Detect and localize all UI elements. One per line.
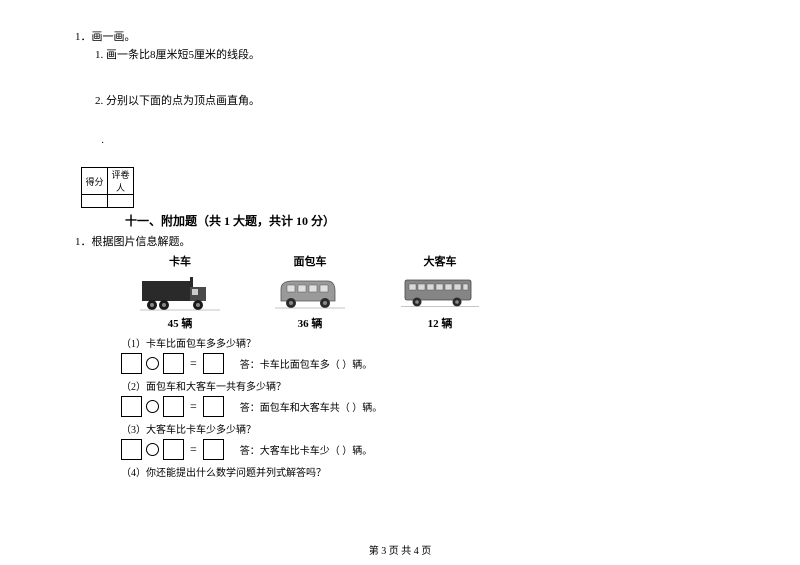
vehicle-image-row xyxy=(115,273,725,315)
bus-count: 12 辆 xyxy=(375,315,505,331)
answer-text-3: 答：大客车比卡车少（ ）辆。 xyxy=(240,442,373,457)
score-table: 得分 评卷人 xyxy=(81,167,134,208)
grader-label: 评卷人 xyxy=(108,168,134,195)
vertex-dot: · xyxy=(101,138,725,149)
operand-box xyxy=(121,396,142,417)
operand-box xyxy=(163,439,184,460)
operand-box xyxy=(163,396,184,417)
equation-row-1: = 答：卡车比面包车多（ ）辆。 xyxy=(121,353,725,374)
truck-name: 卡车 xyxy=(115,253,245,269)
question-2-intro: 1．根据图片信息解题。 xyxy=(75,233,725,249)
sub-question-3: （3）大客车比卡车少多少辆？ xyxy=(121,421,725,436)
answer-text-2: 答：面包车和大客车共（ ）辆。 xyxy=(240,399,383,414)
question-1-sub1: 1. 画一条比8厘米短5厘米的线段。 xyxy=(95,46,725,62)
operator-circle xyxy=(146,443,159,456)
section-header-row: 得分 评卷人 xyxy=(75,167,725,208)
truck-image xyxy=(115,273,245,315)
truck-count: 45 辆 xyxy=(115,315,245,331)
result-box xyxy=(203,353,224,374)
sub-question-1: （1）卡车比面包车多多少辆？ xyxy=(121,335,725,350)
sub-question-4: （4）你还能提出什么数学问题并列式解答吗？ xyxy=(121,464,725,479)
equals-sign: = xyxy=(190,442,197,457)
score-cell xyxy=(82,195,108,208)
operand-box xyxy=(163,353,184,374)
vehicle-name-row: 卡车 面包车 大客车 xyxy=(115,253,725,269)
section-title: 十一、附加题（共 1 大题，共计 10 分） xyxy=(125,212,725,229)
equals-sign: = xyxy=(190,399,197,414)
question-1-sub2: 2. 分别以下面的点为顶点画直角。 xyxy=(95,92,725,108)
result-box xyxy=(203,396,224,417)
van-image xyxy=(245,273,375,315)
result-box xyxy=(203,439,224,460)
score-label: 得分 xyxy=(82,168,108,195)
equation-row-2: = 答：面包车和大客车共（ ）辆。 xyxy=(121,396,725,417)
van-name: 面包车 xyxy=(245,253,375,269)
grader-cell xyxy=(108,195,134,208)
sub-question-2: （2）面包车和大客车一共有多少辆？ xyxy=(121,378,725,393)
operator-circle xyxy=(146,357,159,370)
bus-name: 大客车 xyxy=(375,253,505,269)
equation-row-3: = 答：大客车比卡车少（ ）辆。 xyxy=(121,439,725,460)
answer-text-1: 答：卡车比面包车多（ ）辆。 xyxy=(240,356,373,371)
operand-box xyxy=(121,439,142,460)
operator-circle xyxy=(146,400,159,413)
operand-box xyxy=(121,353,142,374)
bus-image xyxy=(375,273,505,315)
vehicle-count-row: 45 辆 36 辆 12 辆 xyxy=(115,315,725,331)
equals-sign: = xyxy=(190,356,197,371)
question-1-main: 1．画一画。 xyxy=(75,28,725,44)
van-count: 36 辆 xyxy=(245,315,375,331)
page-footer: 第 3 页 共 4 页 xyxy=(0,542,800,557)
